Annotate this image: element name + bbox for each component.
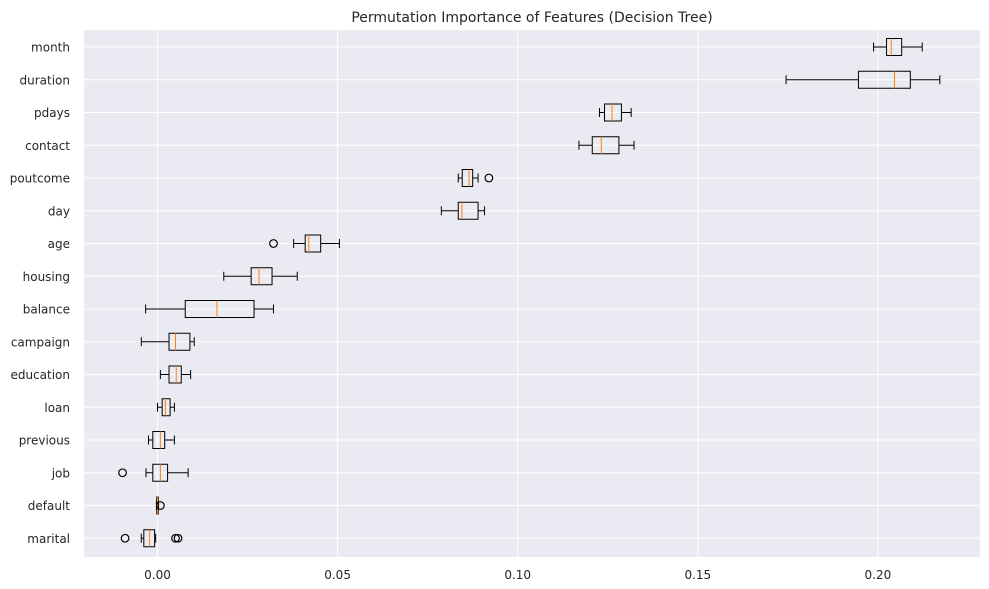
y-tick-label: housing <box>23 270 70 284</box>
chart-title: Permutation Importance of Features (Deci… <box>351 10 712 26</box>
y-tick-label: default <box>28 499 71 513</box>
x-tick-label: 0.15 <box>684 568 711 582</box>
x-tick-labels: 0.00 0.05 0.10 0.15 0.20 <box>144 568 891 582</box>
y-tick-label: job <box>51 466 70 480</box>
x-tick-label: 0.20 <box>865 568 892 582</box>
x-tick-label: 0.05 <box>324 568 351 582</box>
outlier-point <box>269 239 278 248</box>
y-tick-label: poutcome <box>10 172 70 186</box>
y-tick-label: marital <box>27 532 70 546</box>
y-tick-label: campaign <box>11 335 70 349</box>
y-tick-label: education <box>10 368 70 382</box>
y-tick-label: day <box>48 204 70 218</box>
box-job <box>118 463 189 482</box>
box-balance <box>145 300 274 318</box>
outlier-point <box>118 468 127 478</box>
y-tick-label: age <box>48 237 70 251</box>
box-iqr <box>168 332 191 351</box>
box-contact <box>578 136 635 155</box>
outlier-point <box>484 173 494 183</box>
outlier-point <box>155 501 165 510</box>
y-tick-label: contact <box>25 139 70 153</box>
y-tick-label: balance <box>23 303 70 317</box>
y-tick-label: duration <box>20 73 71 87</box>
box-iqr <box>161 398 171 417</box>
box-iqr <box>152 431 166 449</box>
y-tick-label: loan <box>44 401 70 415</box>
y-tick-label: month <box>31 41 70 55</box>
x-tick-label: 0.00 <box>144 568 171 582</box>
boxes <box>118 38 941 548</box>
box-iqr <box>184 300 255 318</box>
box-iqr <box>886 38 903 56</box>
y-tick-labels: month duration pdays contact poutcome day age h… <box>10 41 71 546</box>
box-marital <box>120 529 183 548</box>
box-duration <box>785 70 941 89</box>
box-loan <box>157 398 175 417</box>
box-age <box>269 234 340 253</box>
box-iqr <box>461 169 474 187</box>
box-previous <box>147 431 175 449</box>
box-iqr <box>591 136 620 155</box>
box-iqr <box>168 365 182 384</box>
box-month <box>873 38 923 56</box>
outlier-point <box>171 533 180 543</box>
box-iqr <box>457 201 479 220</box>
box-iqr <box>604 103 622 122</box>
box-pdays <box>598 103 632 122</box>
box-default <box>155 496 165 515</box>
outlier-point <box>173 533 183 543</box>
box-campaign <box>140 332 195 351</box>
y-tick-label: previous <box>19 434 70 448</box>
box-day <box>440 201 486 220</box>
x-tick-label: 0.10 <box>504 568 531 582</box>
plot-background <box>84 30 980 557</box>
box-iqr <box>857 70 911 89</box>
box-education <box>159 365 192 384</box>
outlier-point <box>120 533 130 543</box>
box-housing <box>223 267 298 286</box>
grid-lines <box>84 30 980 557</box>
box-iqr <box>250 267 273 286</box>
box-iqr <box>304 234 322 253</box>
y-tick-label: pdays <box>34 106 70 120</box>
box-poutcome <box>457 169 494 187</box>
